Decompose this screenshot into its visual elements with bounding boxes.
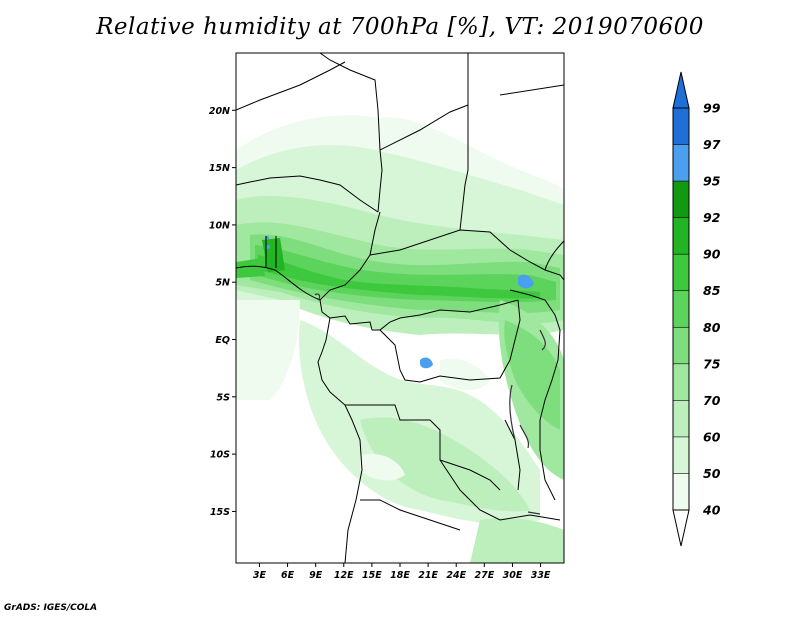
colorbar-segment (673, 436, 689, 474)
colorbar-segment (673, 290, 689, 328)
lon-tick-label: 33E (531, 570, 551, 581)
colorbar-label: 97 (703, 137, 721, 152)
lake-outlines (314, 293, 546, 515)
lat-tick-label: 15N (209, 163, 230, 174)
colorbar-label: 75 (703, 356, 721, 371)
colorbar-segment (673, 144, 689, 182)
colorbar-label: 92 (703, 210, 720, 225)
lat-tick-label: 10S (210, 450, 230, 461)
lat-tick-label: 10N (209, 220, 230, 231)
lon-tick-label: 3E (253, 570, 267, 581)
lon-tick-label: 21E (418, 570, 438, 581)
colorbar-segment (673, 327, 689, 364)
colorbar-label: 90 (703, 247, 721, 262)
lat-tick-label: EQ (215, 335, 230, 346)
latitude-axis: 20N 15N 10N 5N EQ 5S 10S 15S (209, 106, 236, 518)
colorbar-label: 99 (703, 101, 721, 116)
colorbar-label: 70 (703, 393, 721, 408)
colorbar-label: 50 (703, 466, 721, 481)
grads-credit: GrADS: IGES/COLA (4, 603, 98, 613)
colorbar-segment (673, 108, 689, 145)
longitude-axis: 3E 6E 9E 12E 15E 18E 21E 24E 27E 30E 33E (253, 563, 551, 581)
lon-tick-label: 27E (474, 570, 494, 581)
humidity-field (236, 53, 564, 563)
colorbar-segment (673, 400, 689, 437)
lat-tick-label: 20N (209, 106, 230, 117)
colorbar-label: 95 (703, 174, 721, 189)
lon-tick-label: 18E (390, 570, 410, 581)
colorbar-segment (673, 181, 689, 218)
lon-tick-label: 24E (446, 570, 466, 581)
lon-tick-label: 6E (281, 570, 295, 581)
lon-tick-label: 30E (503, 570, 523, 581)
lat-tick-label: 5N (215, 278, 230, 289)
country-borders (236, 53, 564, 563)
colorbar-label: 40 (702, 503, 721, 518)
colorbar-segment (673, 254, 689, 291)
colorbar-segment (673, 217, 689, 255)
colorbar-label: 80 (703, 320, 721, 335)
lon-tick-label: 12E (334, 570, 354, 581)
colorbar-segment (673, 473, 689, 510)
colorbar-segment (673, 363, 689, 401)
colorbar-bottom-triangle (672, 509, 690, 547)
colorbar-label: 60 (703, 429, 721, 444)
lon-tick-label: 9E (309, 570, 323, 581)
colorbar-top-triangle (672, 71, 690, 109)
colorbar: 40 50 60 70 75 80 85 90 92 95 97 99 (672, 71, 721, 547)
lat-tick-label: 15S (210, 507, 230, 518)
colorbar-label: 85 (703, 283, 721, 298)
map-title: Relative humidity at 700hPa [%], VT: 201… (96, 14, 704, 40)
lon-tick-label: 15E (362, 570, 382, 581)
lat-tick-label: 5S (217, 392, 231, 403)
